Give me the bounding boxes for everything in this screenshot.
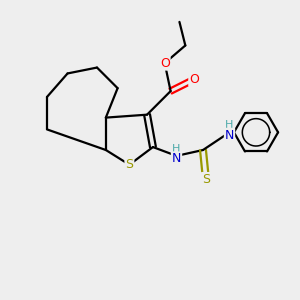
Text: S: S — [125, 158, 134, 171]
Text: N: N — [172, 152, 181, 165]
Text: H: H — [225, 120, 234, 130]
Text: H: H — [172, 143, 181, 154]
Text: O: O — [189, 73, 199, 86]
Text: N: N — [225, 129, 234, 142]
Text: S: S — [202, 173, 210, 186]
Text: O: O — [160, 57, 170, 70]
